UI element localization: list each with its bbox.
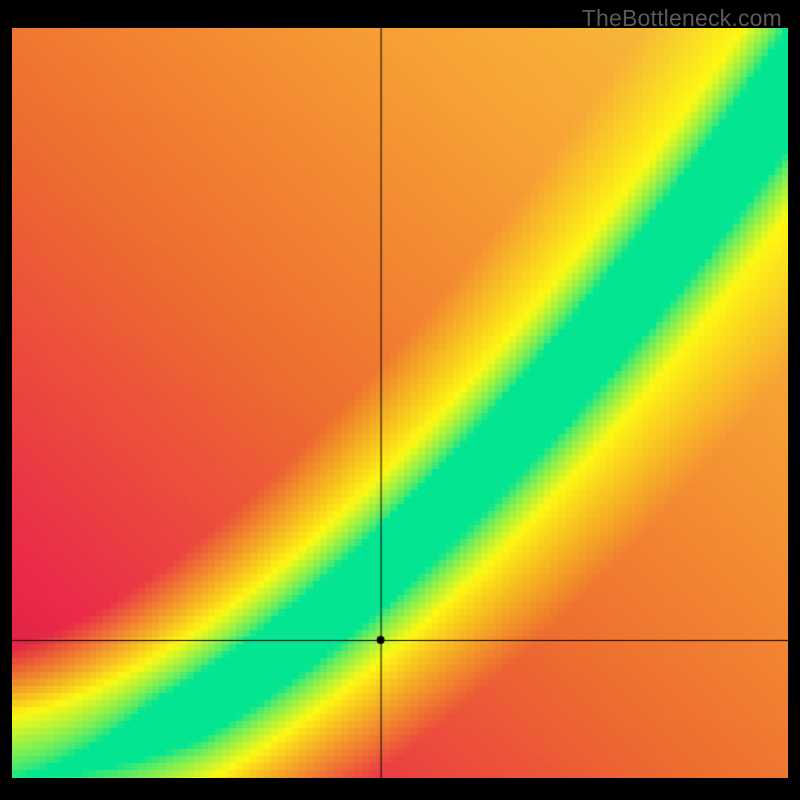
bottleneck-heatmap: [12, 28, 788, 778]
watermark-text: TheBottleneck.com: [582, 5, 782, 32]
